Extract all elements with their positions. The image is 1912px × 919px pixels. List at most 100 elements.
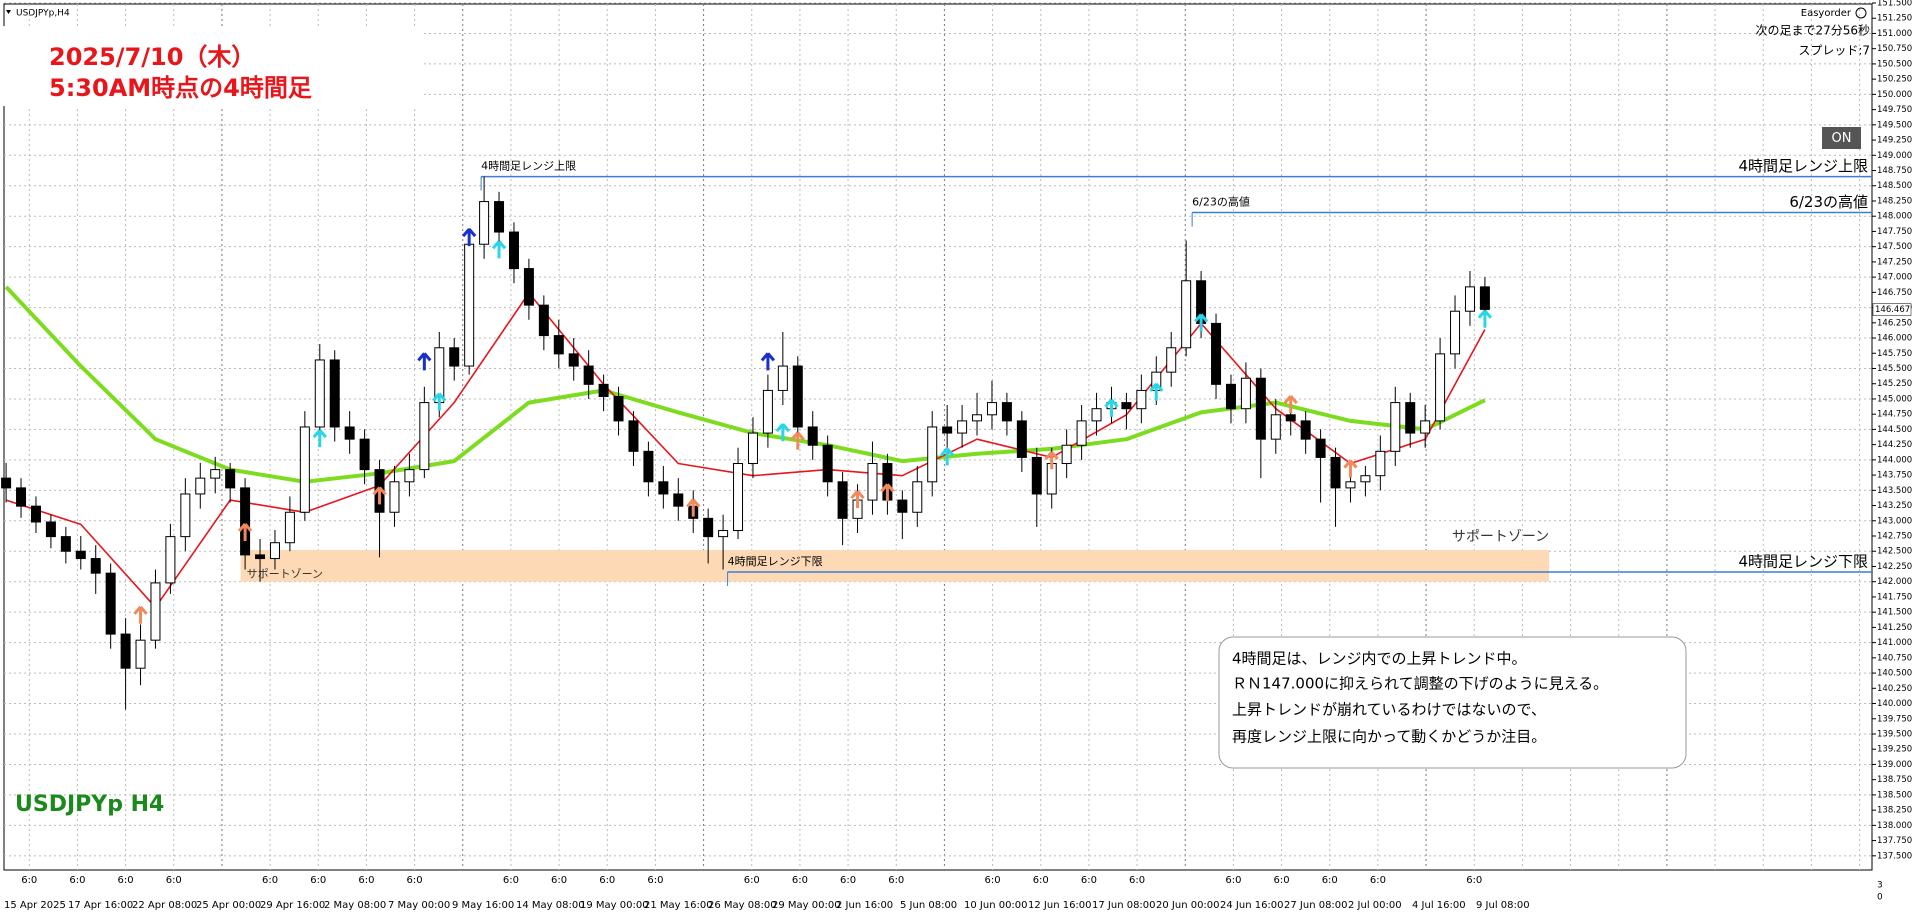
candle-body — [359, 438, 370, 471]
annotation-line: 上昇トレンドが崩れているわけではないので、 — [1232, 701, 1546, 719]
signal-arrow — [775, 423, 790, 442]
signal-arrow — [462, 228, 477, 247]
candle-body — [807, 426, 818, 446]
x-tick-label: 4 Jul 16:00 — [1412, 900, 1466, 911]
y-tick-label: 142.250 — [1877, 562, 1912, 572]
signal-arrow — [237, 522, 253, 541]
y-tick-label: 138.000 — [1877, 821, 1912, 831]
signal-arrow — [850, 490, 865, 509]
candle-body — [1061, 444, 1072, 465]
candle-body — [60, 536, 71, 552]
candle-body — [45, 521, 56, 538]
y-tick-label: 142.000 — [1877, 577, 1912, 587]
x-tick-label: 27 Jun 08:00 — [1284, 900, 1348, 911]
plot-frame — [3, 3, 1873, 871]
candle-body — [643, 450, 654, 483]
candle-body — [942, 426, 953, 434]
signal-arrow — [312, 429, 327, 448]
y-tick-label: 148.500 — [1877, 181, 1912, 191]
y-tick-label: 147.500 — [1877, 242, 1912, 252]
y-tick-label: 140.750 — [1877, 653, 1912, 663]
signal-arrow — [686, 498, 701, 517]
close-icon[interactable] — [1855, 7, 1867, 19]
separator-label: 6:0 — [744, 875, 760, 886]
y-tick-label: 142.750 — [1877, 532, 1912, 542]
candle-body — [733, 463, 744, 532]
candle-body — [240, 487, 251, 556]
separator-label: 6:0 — [551, 875, 567, 886]
candle-body — [972, 414, 983, 422]
y-tick-label: 150.750 — [1877, 44, 1912, 54]
candle-body — [1390, 402, 1401, 452]
candle-body — [75, 550, 86, 560]
y-tick-label: 151.000 — [1877, 29, 1912, 39]
on-button-label[interactable]: ON — [1832, 131, 1852, 146]
candle-body — [1464, 286, 1475, 312]
candle-body — [1270, 414, 1281, 440]
candle-body — [1450, 310, 1461, 355]
y-tick-label: 143.750 — [1877, 471, 1912, 481]
signal-arrow — [491, 240, 507, 259]
candle-body — [1360, 475, 1371, 483]
y-tick-label: 144.000 — [1877, 455, 1912, 465]
y-tick-label: 147.750 — [1877, 227, 1912, 237]
signal-arrow — [1193, 313, 1209, 332]
candle-body — [1420, 420, 1431, 434]
candle-body — [1300, 420, 1311, 440]
candle-body — [822, 444, 833, 483]
separator-label: 6:0 — [503, 875, 519, 886]
zone-label: サポートゾーン — [247, 568, 323, 581]
symbol-label: USDJPYp,H4 — [16, 9, 70, 19]
y-tick-label: 139.000 — [1877, 760, 1912, 770]
candle-body — [718, 530, 729, 538]
y-tick-label: 151.250 — [1877, 14, 1912, 24]
separator-label: 6:0 — [358, 875, 374, 886]
candle-body — [1225, 383, 1236, 410]
separator-label: 6:0 — [888, 875, 904, 886]
candle-body — [284, 511, 295, 544]
x-tick-label: 2 May 08:00 — [324, 900, 386, 911]
y-tick-label: 141.500 — [1877, 608, 1912, 618]
y-tick-label: 148.000 — [1877, 212, 1912, 222]
candle-body — [150, 582, 161, 641]
y-tick-label: 148.250 — [1877, 196, 1912, 206]
candle-body — [30, 505, 41, 523]
candle-body — [255, 554, 266, 560]
candle-body — [195, 477, 206, 495]
x-tick-label: 29 Apr 16:00 — [260, 900, 325, 911]
x-tick-label: 29 May 00:00 — [772, 900, 841, 911]
y-tick-label: 137.750 — [1877, 836, 1912, 846]
separator-label: 6:0 — [1274, 875, 1290, 886]
y-tick-label: 143.250 — [1877, 501, 1912, 511]
y-tick-label: 147.250 — [1877, 257, 1912, 267]
candle-body — [494, 201, 505, 233]
annotation-line: 4時間足は、レンジ内での上昇トレンド中。 — [1232, 650, 1527, 668]
y-tick-label: 150.000 — [1877, 90, 1912, 100]
candle-body — [1345, 481, 1356, 489]
candle-body — [1435, 353, 1446, 422]
separator-label: 6:0 — [1322, 875, 1338, 886]
x-tick-label: 17 Apr 16:00 — [68, 900, 133, 911]
candle-body — [120, 633, 131, 669]
on-button[interactable] — [1822, 127, 1861, 149]
y-tick-label: 141.750 — [1877, 592, 1912, 602]
y-tick-label: 137.500 — [1877, 851, 1912, 861]
signal-arrow — [133, 605, 148, 624]
y-tick-label: 146.250 — [1877, 318, 1912, 328]
candle-body — [404, 469, 415, 483]
candle-body — [583, 365, 594, 385]
candle-body — [344, 426, 355, 440]
candle-body — [16, 487, 27, 507]
candle-body — [135, 639, 146, 669]
candle-body — [1240, 377, 1251, 410]
candle-body — [1375, 450, 1386, 477]
separator-label: 6:0 — [985, 875, 1001, 886]
candle-body — [180, 493, 191, 538]
candle-body — [927, 426, 938, 483]
candle-body — [1031, 456, 1042, 495]
y-tick-label: 138.750 — [1877, 775, 1912, 785]
candle-body — [1255, 377, 1266, 440]
subwindow-label: 3 — [1877, 881, 1883, 891]
subwindow-label: 0 — [1877, 893, 1883, 903]
candle-body — [269, 542, 280, 560]
